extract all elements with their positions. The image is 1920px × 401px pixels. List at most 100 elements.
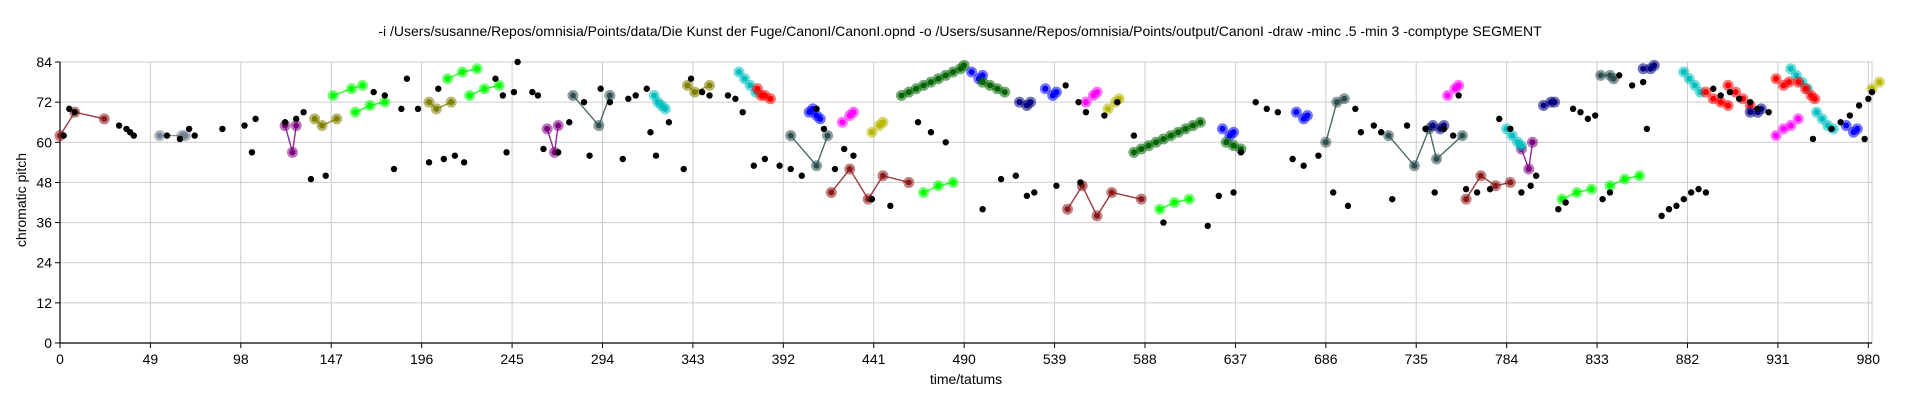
plot-frame [59, 61, 1873, 344]
note-point [820, 125, 828, 133]
data-point [433, 105, 440, 112]
data-point [1636, 172, 1643, 179]
series-9 [423, 96, 457, 115]
series-19 [567, 89, 616, 132]
data-point [1640, 65, 1647, 72]
note-point [732, 95, 739, 102]
data-point [1175, 129, 1182, 136]
data-point [898, 92, 905, 99]
data-point [1795, 79, 1802, 86]
data-point [1230, 129, 1237, 136]
note-point [1710, 85, 1717, 92]
note-point [1237, 149, 1245, 156]
note-point [1496, 115, 1503, 123]
data-point [1108, 189, 1115, 196]
note-point [850, 152, 857, 159]
note-point [1101, 112, 1108, 119]
series-45 [866, 116, 889, 138]
data-point [905, 179, 912, 186]
note-point [997, 175, 1005, 183]
y-tick-label: 48 [36, 174, 52, 190]
note-point [1230, 189, 1237, 196]
series-44 [1770, 113, 1804, 142]
series-4 [154, 130, 191, 142]
note-point [390, 165, 398, 173]
note-point [1569, 105, 1577, 113]
data-point [754, 85, 761, 92]
data-point [1651, 62, 1658, 69]
note-point [586, 152, 593, 159]
series-3 [1460, 170, 1516, 205]
series-2 [1061, 180, 1147, 222]
note-point [1389, 195, 1396, 203]
note-point [540, 145, 547, 153]
note-point [425, 159, 433, 166]
note-point [1062, 82, 1069, 89]
data-point [1529, 139, 1536, 146]
series-26 [1501, 123, 1527, 152]
data-point [595, 122, 602, 129]
data-point [182, 132, 189, 139]
note-point [1837, 119, 1844, 126]
note-point [1616, 72, 1623, 79]
data-point [651, 92, 658, 99]
series-5 [279, 120, 302, 158]
note-point [647, 129, 654, 136]
data-point [1843, 122, 1850, 129]
x-tick-label: 294 [591, 351, 615, 367]
data-point [1130, 149, 1137, 156]
data-point [1525, 166, 1532, 173]
note-point [606, 98, 614, 106]
series-41 [836, 106, 859, 128]
note-point [281, 119, 289, 126]
data-point [758, 92, 765, 99]
data-point [994, 85, 1001, 92]
data-point [1811, 95, 1818, 102]
y-axis-label: chromatic pitch [13, 153, 29, 247]
note-point [1717, 92, 1724, 99]
note-point [1486, 185, 1494, 193]
data-point [459, 69, 466, 76]
note-point [566, 119, 573, 126]
data-point [1773, 75, 1780, 82]
note-point [440, 155, 448, 163]
note-point [1577, 108, 1584, 116]
data-point [850, 109, 857, 116]
data-point [606, 92, 613, 99]
data-point [1785, 79, 1792, 86]
note-point [665, 119, 673, 126]
note-point [1643, 125, 1651, 133]
x-tick-label: 686 [1314, 351, 1338, 367]
note-point [1215, 192, 1222, 200]
note-point [927, 129, 935, 136]
x-tick-label: 931 [1766, 351, 1790, 367]
series-line [59, 111, 105, 136]
note-point [163, 132, 171, 139]
data-point [1773, 132, 1780, 139]
data-point [448, 99, 455, 106]
grid [59, 61, 1873, 344]
note-point [1449, 132, 1457, 139]
data-point [1027, 99, 1034, 106]
note-point [1687, 189, 1695, 196]
note-point [435, 85, 442, 92]
data-point [905, 89, 912, 96]
note-point [1012, 172, 1020, 179]
series-line [1465, 174, 1511, 200]
data-point [1082, 99, 1089, 106]
data-point [474, 65, 481, 72]
note-point [534, 92, 542, 99]
data-point [1333, 99, 1340, 106]
series-14 [464, 79, 505, 101]
data-point [1001, 89, 1008, 96]
data-point [352, 109, 359, 116]
data-point [1787, 122, 1794, 129]
note-point [460, 159, 468, 166]
data-point [1702, 89, 1709, 96]
note-point [597, 85, 604, 92]
data-point [1304, 112, 1311, 119]
data-point [986, 82, 993, 89]
data-point [1795, 115, 1802, 122]
data-point [1802, 85, 1809, 92]
data-point [1876, 79, 1883, 86]
